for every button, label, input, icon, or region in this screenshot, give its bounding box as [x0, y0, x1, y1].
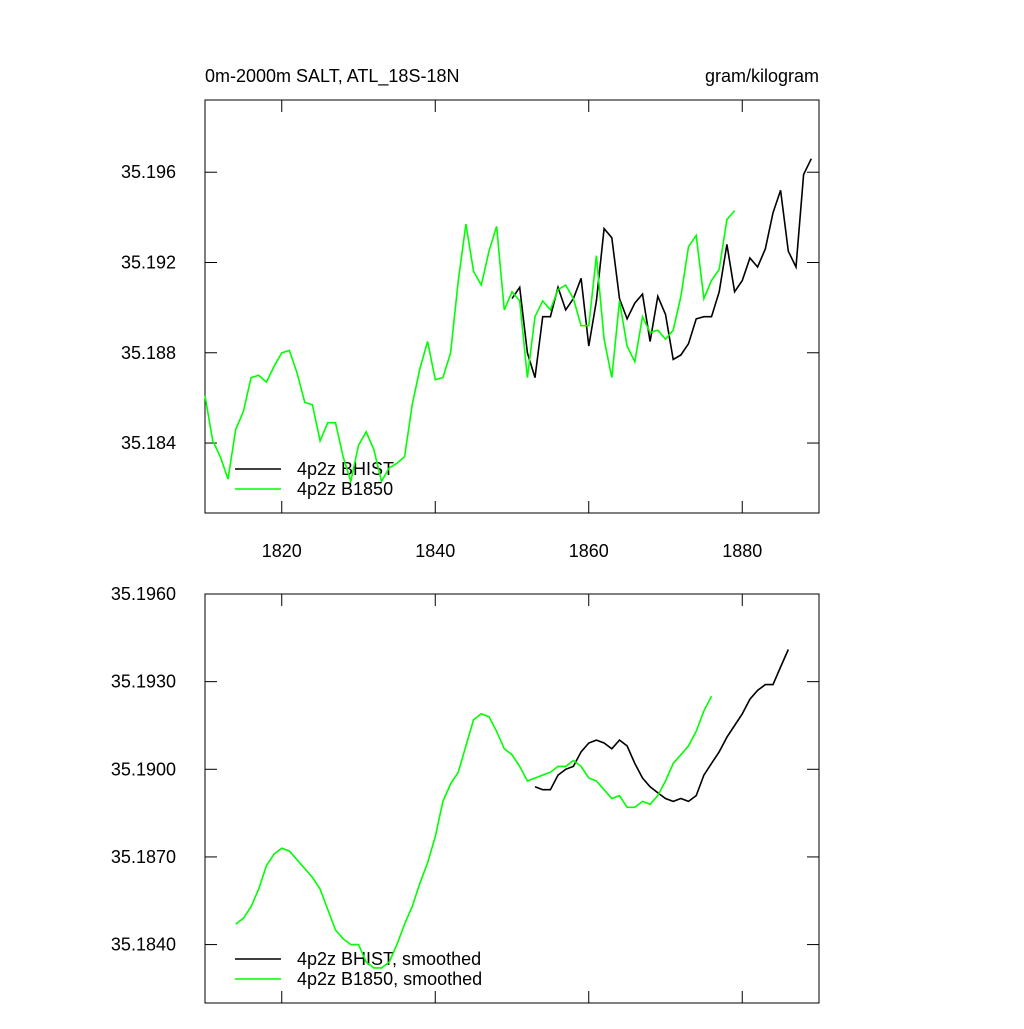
- series-line: [235, 695, 713, 969]
- series-line: [204, 210, 736, 485]
- y-tick-label: 35.196: [121, 162, 176, 182]
- y-tick-label: 35.188: [121, 343, 176, 363]
- y-tick-label: 35.1900: [111, 759, 176, 779]
- y-tick-label: 35.184: [121, 433, 176, 453]
- legend-label: 4p2z B1850: [297, 479, 393, 499]
- legend-label: 4p2z B1850, smoothed: [297, 969, 482, 989]
- plot-frame: [204, 99, 820, 514]
- legend-label: 4p2z BHIST, smoothed: [297, 949, 481, 969]
- y-tick-label: 35.1840: [111, 935, 176, 955]
- y-tick-label: 35.192: [121, 252, 176, 272]
- series-line: [511, 158, 813, 378]
- legend-label: 4p2z BHIST: [297, 459, 394, 479]
- y-tick-label: 35.1870: [111, 847, 176, 867]
- y-tick-label: 35.1930: [111, 672, 176, 692]
- plot-frame: [204, 593, 820, 1004]
- units-label: gram/kilogram: [705, 66, 819, 86]
- series-line: [534, 649, 790, 803]
- x-tick-label: 1840: [415, 541, 455, 561]
- x-tick-label: 1820: [262, 541, 302, 561]
- chart-title: 0m-2000m SALT, ATL_18S-18N: [205, 66, 459, 87]
- y-tick-label: 35.1960: [111, 584, 176, 604]
- x-tick-label: 1880: [722, 541, 762, 561]
- x-tick-label: 1860: [569, 541, 609, 561]
